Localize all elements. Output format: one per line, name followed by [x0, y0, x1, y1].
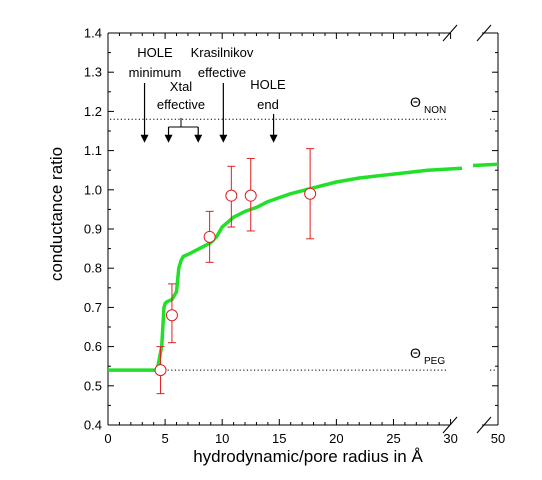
reference-subscript-non: NON: [424, 105, 446, 116]
annotation-line: Xtal: [170, 79, 193, 94]
data-point-4: [244, 157, 257, 232]
annotation-line: effective: [157, 97, 205, 112]
x-tick-label: 0: [104, 431, 111, 446]
annotation-arrow-head: [219, 134, 228, 143]
x-axis-title: hydrodynamic/pore radius in Å: [193, 447, 423, 466]
reference-label-peg: Θ: [410, 345, 421, 361]
data-point-3: [225, 165, 238, 228]
x-tick-label: 30: [443, 431, 457, 446]
annotation-1: Xtal effective: [157, 79, 205, 143]
annotation-0: HOLE minimum: [129, 45, 182, 143]
annotation-line: effective: [198, 65, 246, 80]
break-mark-bottom-0: [442, 416, 458, 434]
break-mark-top-1: [476, 24, 492, 42]
tick-marks: [107, 32, 499, 426]
y-tick-label: 0.9: [84, 222, 102, 237]
annotation-arrow-head: [194, 134, 203, 143]
y-tick-label: 0.6: [84, 339, 102, 354]
x-tick-label: 5: [161, 431, 168, 446]
curve-tail: [472, 162, 499, 168]
axis-break: [442, 24, 492, 434]
point-marker: [304, 187, 317, 200]
data-point-2: [203, 210, 216, 263]
point-marker: [165, 309, 178, 322]
curve-main: [108, 166, 463, 372]
annotation-line: Krasilnikov: [191, 45, 254, 60]
data-point-0: [154, 346, 167, 395]
annotation-line: end: [257, 97, 279, 112]
point-marker: [244, 189, 257, 202]
green-curve: [108, 162, 499, 372]
point-marker: [225, 189, 238, 202]
point-marker: [154, 364, 167, 377]
data-point-5: [304, 148, 317, 240]
annotation-line: HOLE: [250, 77, 286, 92]
y-tick-label: 1.4: [84, 26, 102, 41]
x-tick-label: 15: [272, 431, 286, 446]
data-point-1: [165, 283, 178, 344]
x-tick-labels: 0 5 10 15 20 25 30 50: [104, 431, 505, 446]
y-axis-title: conductance ratio: [47, 147, 66, 281]
y-tick-label: 1.2: [84, 104, 102, 119]
x-tick-label: 10: [215, 431, 229, 446]
y-tick-label: 0.4: [84, 418, 102, 433]
annotation-3: HOLE end: [250, 77, 286, 143]
point-marker: [203, 230, 216, 243]
break-mark-top-0: [442, 24, 458, 42]
annotation-line: minimum: [129, 65, 182, 80]
break-mark-bottom-1: [476, 416, 492, 434]
data-points: [154, 148, 317, 395]
reference-subscript-peg: PEG: [424, 356, 445, 367]
annotation-line: HOLE: [137, 45, 173, 60]
y-tick-label: 1.3: [84, 65, 102, 80]
annotation-arrow-head: [140, 134, 149, 143]
annotation-arrow-head: [164, 134, 173, 143]
y-tick-labels: 0.4 0.5 0.6 0.7 0.8 0.9 1.0 1.1 1.2 1.3 1.4: [84, 26, 102, 433]
y-tick-label: 0.7: [84, 300, 102, 315]
y-tick-label: 1.1: [84, 143, 102, 158]
annotation-arrow-head: [269, 134, 278, 143]
x-tick-label: 25: [386, 431, 400, 446]
x-tick-label: 20: [329, 431, 343, 446]
reference-label-non: Θ: [410, 94, 421, 110]
annotation-2: Krasilnikov effective: [191, 45, 254, 143]
y-tick-label: 1.0: [84, 182, 102, 197]
x-tick-label: 50: [491, 431, 505, 446]
y-tick-label: 0.5: [84, 378, 102, 393]
y-tick-label: 0.8: [84, 261, 102, 276]
